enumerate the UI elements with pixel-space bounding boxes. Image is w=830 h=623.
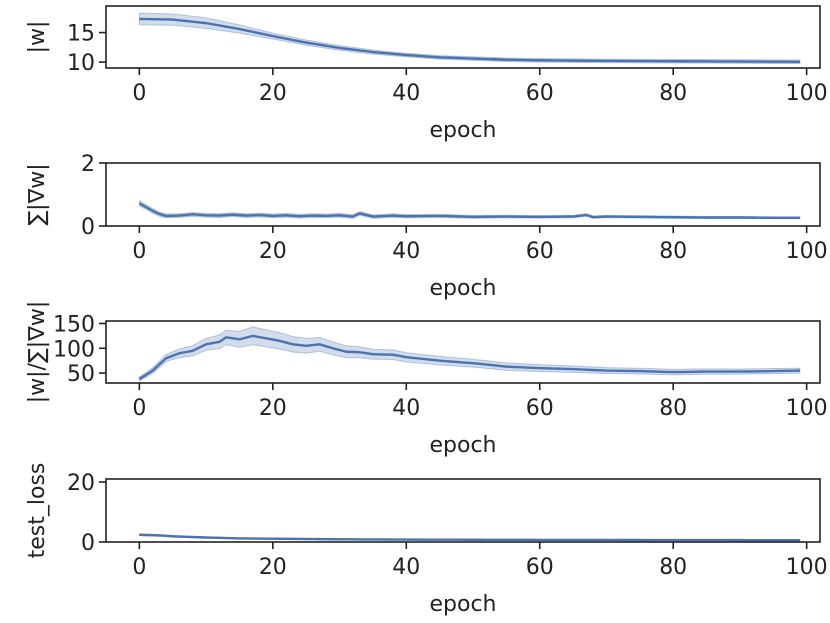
x-tick-label: 40 <box>392 81 420 106</box>
mean-line <box>138 202 800 220</box>
y-tick-label: 50 <box>67 362 95 387</box>
y-axis-label: ∑|∇w| <box>25 163 50 225</box>
y-tick-label: 100 <box>53 337 95 362</box>
axes-frame <box>105 162 821 227</box>
x-tick-label: 80 <box>659 81 687 106</box>
confidence-band <box>138 326 801 382</box>
y-axis-label: test_loss <box>25 463 50 559</box>
x-tick-label: 40 <box>392 396 420 421</box>
y-tick-label: 10 <box>67 51 95 76</box>
axes-frame <box>105 320 821 384</box>
x-tick-label: 0 <box>132 239 146 264</box>
mean-line <box>139 17 800 63</box>
x-tick-label: 60 <box>526 555 554 580</box>
x-tick-label: 0 <box>132 396 146 421</box>
subplot-2: 0 20 40 60 80 100 0 2 epoch ∑|∇w| <box>25 152 828 301</box>
x-tick-label: 0 <box>132 555 146 580</box>
y-axis-label: |w|/∑|∇w| <box>25 301 50 404</box>
x-tick-label: 40 <box>392 239 420 264</box>
y-tick-label: 150 <box>53 312 95 337</box>
x-tick-label: 60 <box>526 396 554 421</box>
y-tick-label: 0 <box>81 215 95 240</box>
x-axis-label: epoch <box>430 276 497 301</box>
x-tick-label: 80 <box>659 396 687 421</box>
y-tick-label: 15 <box>67 22 95 47</box>
confidence-band <box>138 12 801 65</box>
x-axis-label: epoch <box>430 433 497 458</box>
y-tick-label: 20 <box>67 471 95 496</box>
x-axis-label: epoch <box>430 592 497 617</box>
x-tick-label: 20 <box>259 81 287 106</box>
x-tick-label: 40 <box>392 555 420 580</box>
mean-line <box>138 334 801 381</box>
x-tick-label: 100 <box>786 239 828 264</box>
x-tick-label: 100 <box>786 396 828 421</box>
x-tick-label: 80 <box>659 555 687 580</box>
axes-frame <box>105 478 821 543</box>
x-tick-label: 20 <box>259 555 287 580</box>
subplot-1: 0 20 40 60 80 100 10 15 epoch |w| <box>25 5 828 143</box>
x-axis-label: epoch <box>430 118 497 143</box>
y-tick-label: 0 <box>81 531 95 556</box>
x-tick-label: 0 <box>132 81 146 106</box>
subplot-4: 0 20 40 60 80 100 0 20 epoch test_loss <box>25 463 828 617</box>
x-tick-label: 60 <box>526 81 554 106</box>
x-tick-label: 20 <box>259 396 287 421</box>
axes-frame <box>105 5 821 69</box>
x-tick-label: 80 <box>659 239 687 264</box>
x-tick-label: 100 <box>786 81 828 106</box>
x-tick-label: 60 <box>526 239 554 264</box>
y-tick-label: 2 <box>81 152 95 177</box>
y-axis-label: |w| <box>25 21 50 54</box>
x-tick-label: 100 <box>786 555 828 580</box>
mean-line <box>139 533 800 542</box>
x-tick-label: 20 <box>259 239 287 264</box>
